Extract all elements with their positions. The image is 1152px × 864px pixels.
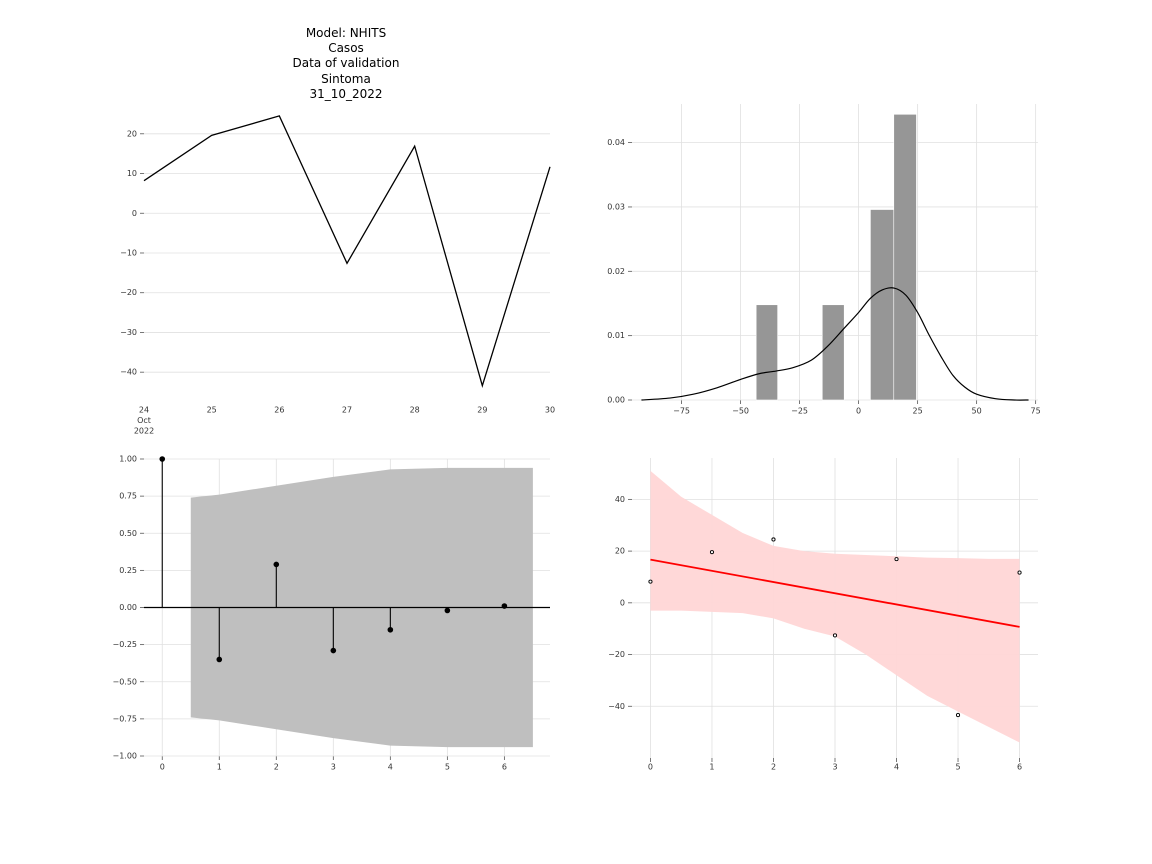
histogram-bar — [821, 304, 845, 401]
y-tick-label: −1.00 — [112, 752, 137, 761]
y-tick-label: −40 — [120, 368, 137, 377]
histogram-bar — [893, 113, 917, 401]
y-tick-label: 0.00 — [119, 603, 137, 612]
y-tick-label: 20 — [615, 547, 625, 556]
y-tick-label: 0.25 — [119, 566, 137, 575]
x-tick-label: 0 — [856, 407, 861, 416]
title-line-variable: Casos — [328, 41, 364, 56]
x-tick-label: 6 — [502, 763, 507, 772]
x-tick-label: 50 — [972, 407, 982, 416]
kde-curve — [641, 287, 1029, 401]
y-tick-label: −0.25 — [112, 640, 137, 649]
data-point — [1017, 570, 1022, 575]
x-tick-label: −25 — [791, 407, 808, 416]
x-tick-label: 0 — [160, 763, 165, 772]
x-tick-label: 2 — [771, 763, 776, 772]
x-tick-label: 3 — [331, 763, 336, 772]
regression-panel: 0 1 2 3 4 5 6 40 20 0 −20 −40 — [608, 458, 1038, 772]
acf-marker — [216, 656, 223, 663]
title-line-date: 31_10_2022 — [309, 86, 383, 101]
data-point — [709, 550, 715, 555]
x-tick-label: 6 — [1017, 763, 1022, 772]
x-tick-label: 4 — [388, 763, 393, 772]
title-line-model: Model: NHITS — [305, 26, 387, 40]
acf-marker — [159, 456, 166, 462]
y-tick-label: 0.03 — [607, 202, 625, 211]
y-tick-label: 0.00 — [607, 396, 625, 405]
x-tick-label: 2022 — [134, 427, 154, 436]
x-tick-label: 24 — [139, 406, 149, 415]
x-tick-label: 2 — [274, 763, 279, 772]
y-tick-label: 0.04 — [607, 138, 625, 147]
y-tick-label: 0.02 — [607, 267, 625, 276]
chart-title: Model: NHITS Casos Data of validation Si… — [246, 26, 446, 102]
confidence-band — [650, 470, 1020, 743]
y-tick-label: 40 — [615, 495, 625, 504]
data-point — [648, 579, 653, 584]
acf-marker — [330, 647, 337, 654]
y-tick-label: −0.75 — [112, 714, 137, 723]
y-tick-label: 20 — [127, 129, 137, 138]
data-point — [771, 537, 776, 542]
title-line-category: Sintoma — [321, 71, 371, 86]
y-tick-label: −40 — [608, 702, 625, 711]
histogram-panel: −75 −50 −25 0 25 50 75 0.00 0.01 0.02 0.03 0.04 — [607, 104, 1041, 416]
histogram-bar — [870, 209, 895, 401]
x-tick-label: −50 — [732, 407, 749, 416]
regression-line — [650, 558, 1020, 628]
title-line-dataset: Data of validation — [292, 56, 400, 71]
acf-marker — [387, 626, 394, 633]
data-point — [832, 633, 838, 638]
x-tick-label: −75 — [673, 407, 690, 416]
y-tick-label: 0.50 — [119, 529, 137, 538]
x-tick-label: 25 — [207, 406, 217, 415]
x-tick-label: 26 — [274, 406, 284, 415]
y-tick-label: 1.00 — [119, 455, 137, 464]
x-tick-label: 4 — [894, 763, 899, 772]
x-tick-label: Oct — [137, 416, 151, 425]
x-tick-label: 1 — [217, 763, 222, 772]
y-tick-label: −10 — [120, 248, 137, 257]
x-tick-label: 30 — [545, 406, 555, 415]
autocorrelation-panel: 0 1 2 3 4 5 6 1.00 0.75 0.50 0.25 0.00 −0.25 −0.50 −0.… — [112, 455, 550, 772]
data-point — [955, 713, 961, 718]
acf-marker — [273, 561, 280, 568]
y-tick-label: −0.50 — [112, 677, 137, 686]
histogram-bar — [755, 304, 778, 401]
x-tick-label: 27 — [342, 406, 352, 415]
y-tick-label: 0.75 — [119, 492, 137, 501]
x-tick-label: 25 — [913, 407, 923, 416]
y-tick-label: 0.01 — [607, 331, 625, 340]
x-tick-label: 28 — [410, 406, 420, 415]
data-point — [894, 557, 899, 562]
x-tick-label: 1 — [709, 763, 714, 772]
x-tick-label: 0 — [648, 763, 653, 772]
y-tick-label: −30 — [120, 328, 137, 337]
x-tick-label: 3 — [832, 763, 837, 772]
x-tick-label: 5 — [955, 763, 960, 772]
y-tick-label: −20 — [120, 288, 137, 297]
acf-marker — [444, 607, 451, 614]
x-tick-label: 75 — [1031, 407, 1041, 416]
series-line — [143, 115, 551, 388]
y-tick-label: 0 — [620, 598, 625, 607]
x-tick-label: 29 — [477, 406, 487, 415]
y-tick-label: 0 — [132, 209, 137, 218]
y-tick-label: 10 — [127, 169, 137, 178]
y-tick-label: −20 — [608, 650, 625, 659]
acf-marker — [501, 603, 508, 609]
x-tick-label: 5 — [445, 763, 450, 772]
